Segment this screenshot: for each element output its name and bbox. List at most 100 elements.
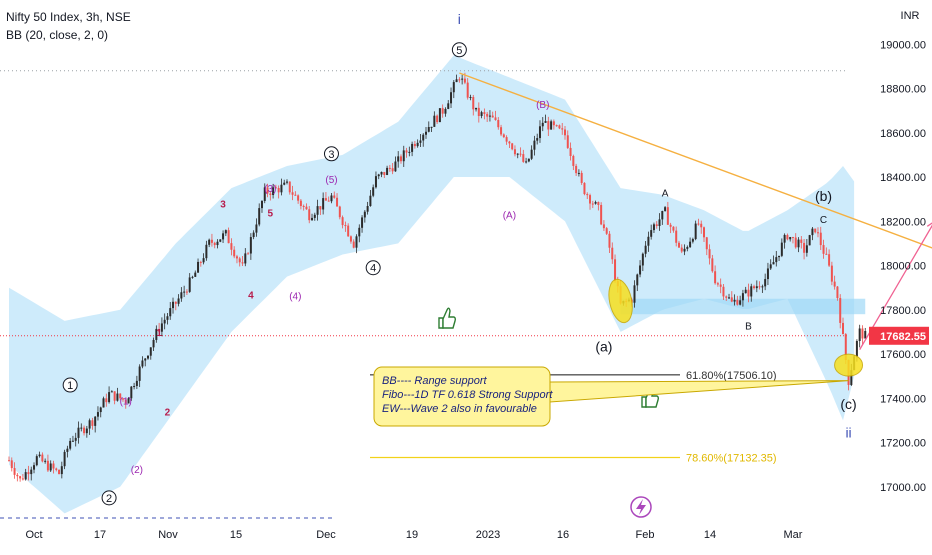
- candle-body: [383, 171, 386, 175]
- y-tick-label: 18200.00: [880, 216, 926, 228]
- y-tick-label: 18000.00: [880, 261, 926, 273]
- candle-body: [611, 247, 614, 260]
- highlight-ellipse-a: [608, 278, 633, 324]
- candle-body: [141, 360, 144, 367]
- candle-body: [614, 259, 617, 282]
- thumbs-up-icon: [438, 307, 457, 329]
- candle-body: [686, 247, 689, 249]
- wave-label: 4: [370, 263, 376, 275]
- wave-label-circle: [62, 377, 78, 393]
- candle-body: [241, 262, 244, 264]
- candle-body: [825, 253, 828, 255]
- candle-body: [35, 456, 38, 466]
- candle-body: [716, 283, 719, 285]
- candle-body: [828, 254, 831, 266]
- candle-body: [183, 291, 186, 293]
- candle-body: [519, 153, 522, 155]
- candle-body: [672, 226, 675, 231]
- candle-body: [803, 242, 806, 253]
- x-tick-label: 14: [704, 529, 716, 541]
- wave-label: (c): [840, 396, 856, 412]
- candle-body: [438, 108, 441, 123]
- candle-body: [349, 236, 352, 242]
- last-price-tag: [869, 326, 929, 345]
- candle-body: [708, 249, 711, 259]
- candle-body: [800, 239, 803, 243]
- candle-body: [594, 202, 597, 204]
- currency-label: INR: [901, 10, 920, 22]
- candle-body: [747, 289, 750, 297]
- annotation-line: EW---Wave 2 also in favourable: [382, 403, 537, 415]
- candle-body: [764, 279, 767, 287]
- candle-body: [472, 97, 475, 110]
- candle-body: [288, 181, 291, 193]
- candle-body: [138, 366, 141, 381]
- candle-body: [561, 128, 564, 130]
- candle-body: [24, 472, 27, 480]
- wave-label: 1: [67, 380, 73, 392]
- candle-body: [772, 262, 775, 265]
- annotation-pointer: [549, 380, 849, 403]
- lightning-icon: [636, 499, 646, 515]
- x-tick-label: Nov: [158, 529, 178, 541]
- candle-body: [358, 227, 361, 237]
- candle-body: [180, 292, 183, 299]
- bollinger-band: [9, 55, 855, 514]
- candle-body: [302, 205, 305, 207]
- candle-body: [369, 195, 372, 207]
- candle-body: [377, 174, 380, 177]
- candle-body: [850, 370, 853, 385]
- wave-label: 5: [456, 45, 462, 57]
- candle-body: [750, 286, 753, 297]
- candle-body: [550, 121, 553, 130]
- candle-body: [71, 440, 74, 442]
- candle-body: [397, 156, 400, 162]
- candle-body: [427, 126, 430, 132]
- candle-body: [258, 208, 261, 225]
- candle-body: [700, 223, 703, 228]
- candles: [8, 72, 867, 482]
- candle-body: [419, 140, 422, 143]
- candle-body: [83, 427, 86, 434]
- chart-title[interactable]: Nifty 50 Index, 3h, NSE: [6, 10, 131, 24]
- candle-body: [666, 207, 669, 225]
- candle-body: [722, 286, 725, 297]
- candle-body: [728, 297, 731, 299]
- candle-body: [63, 451, 66, 467]
- candle-body: [158, 328, 161, 332]
- candle-body: [205, 244, 208, 259]
- candle-body: [69, 440, 72, 449]
- candle-body: [491, 115, 494, 118]
- candle-body: [330, 195, 333, 202]
- candle-body: [160, 323, 163, 332]
- candle-body: [805, 245, 808, 253]
- indicator-label[interactable]: BB (20, close, 2, 0): [6, 28, 109, 42]
- wave-label: 1: [156, 328, 162, 339]
- candle-body: [572, 155, 575, 166]
- candle-body: [305, 206, 308, 210]
- wave-label: 4: [248, 290, 254, 301]
- candle-body: [361, 217, 364, 228]
- candle-body: [19, 476, 22, 479]
- annotation-line: Fibo---1D TF 0.618 Strong Support: [382, 389, 553, 401]
- candle-body: [691, 239, 694, 242]
- candle-body: [38, 454, 41, 457]
- candle-body: [224, 230, 227, 234]
- candle-body: [661, 210, 664, 220]
- candle-body: [566, 135, 569, 148]
- candle-body: [333, 195, 336, 198]
- candle-body: [527, 158, 530, 162]
- candle-body: [299, 200, 302, 206]
- candle-body: [199, 261, 202, 263]
- candle-body: [113, 391, 116, 401]
- candle-body: [755, 286, 758, 289]
- candle-body: [99, 407, 102, 413]
- candle-body: [313, 214, 316, 218]
- candle-body: [450, 92, 453, 104]
- wave-label: (2): [131, 465, 143, 476]
- candle-body: [127, 398, 130, 404]
- chart-legend: Nifty 50 Index, 3h, NSE BB (20, close, 2…: [6, 8, 131, 44]
- candle-body: [633, 285, 636, 303]
- candle-body: [794, 237, 797, 248]
